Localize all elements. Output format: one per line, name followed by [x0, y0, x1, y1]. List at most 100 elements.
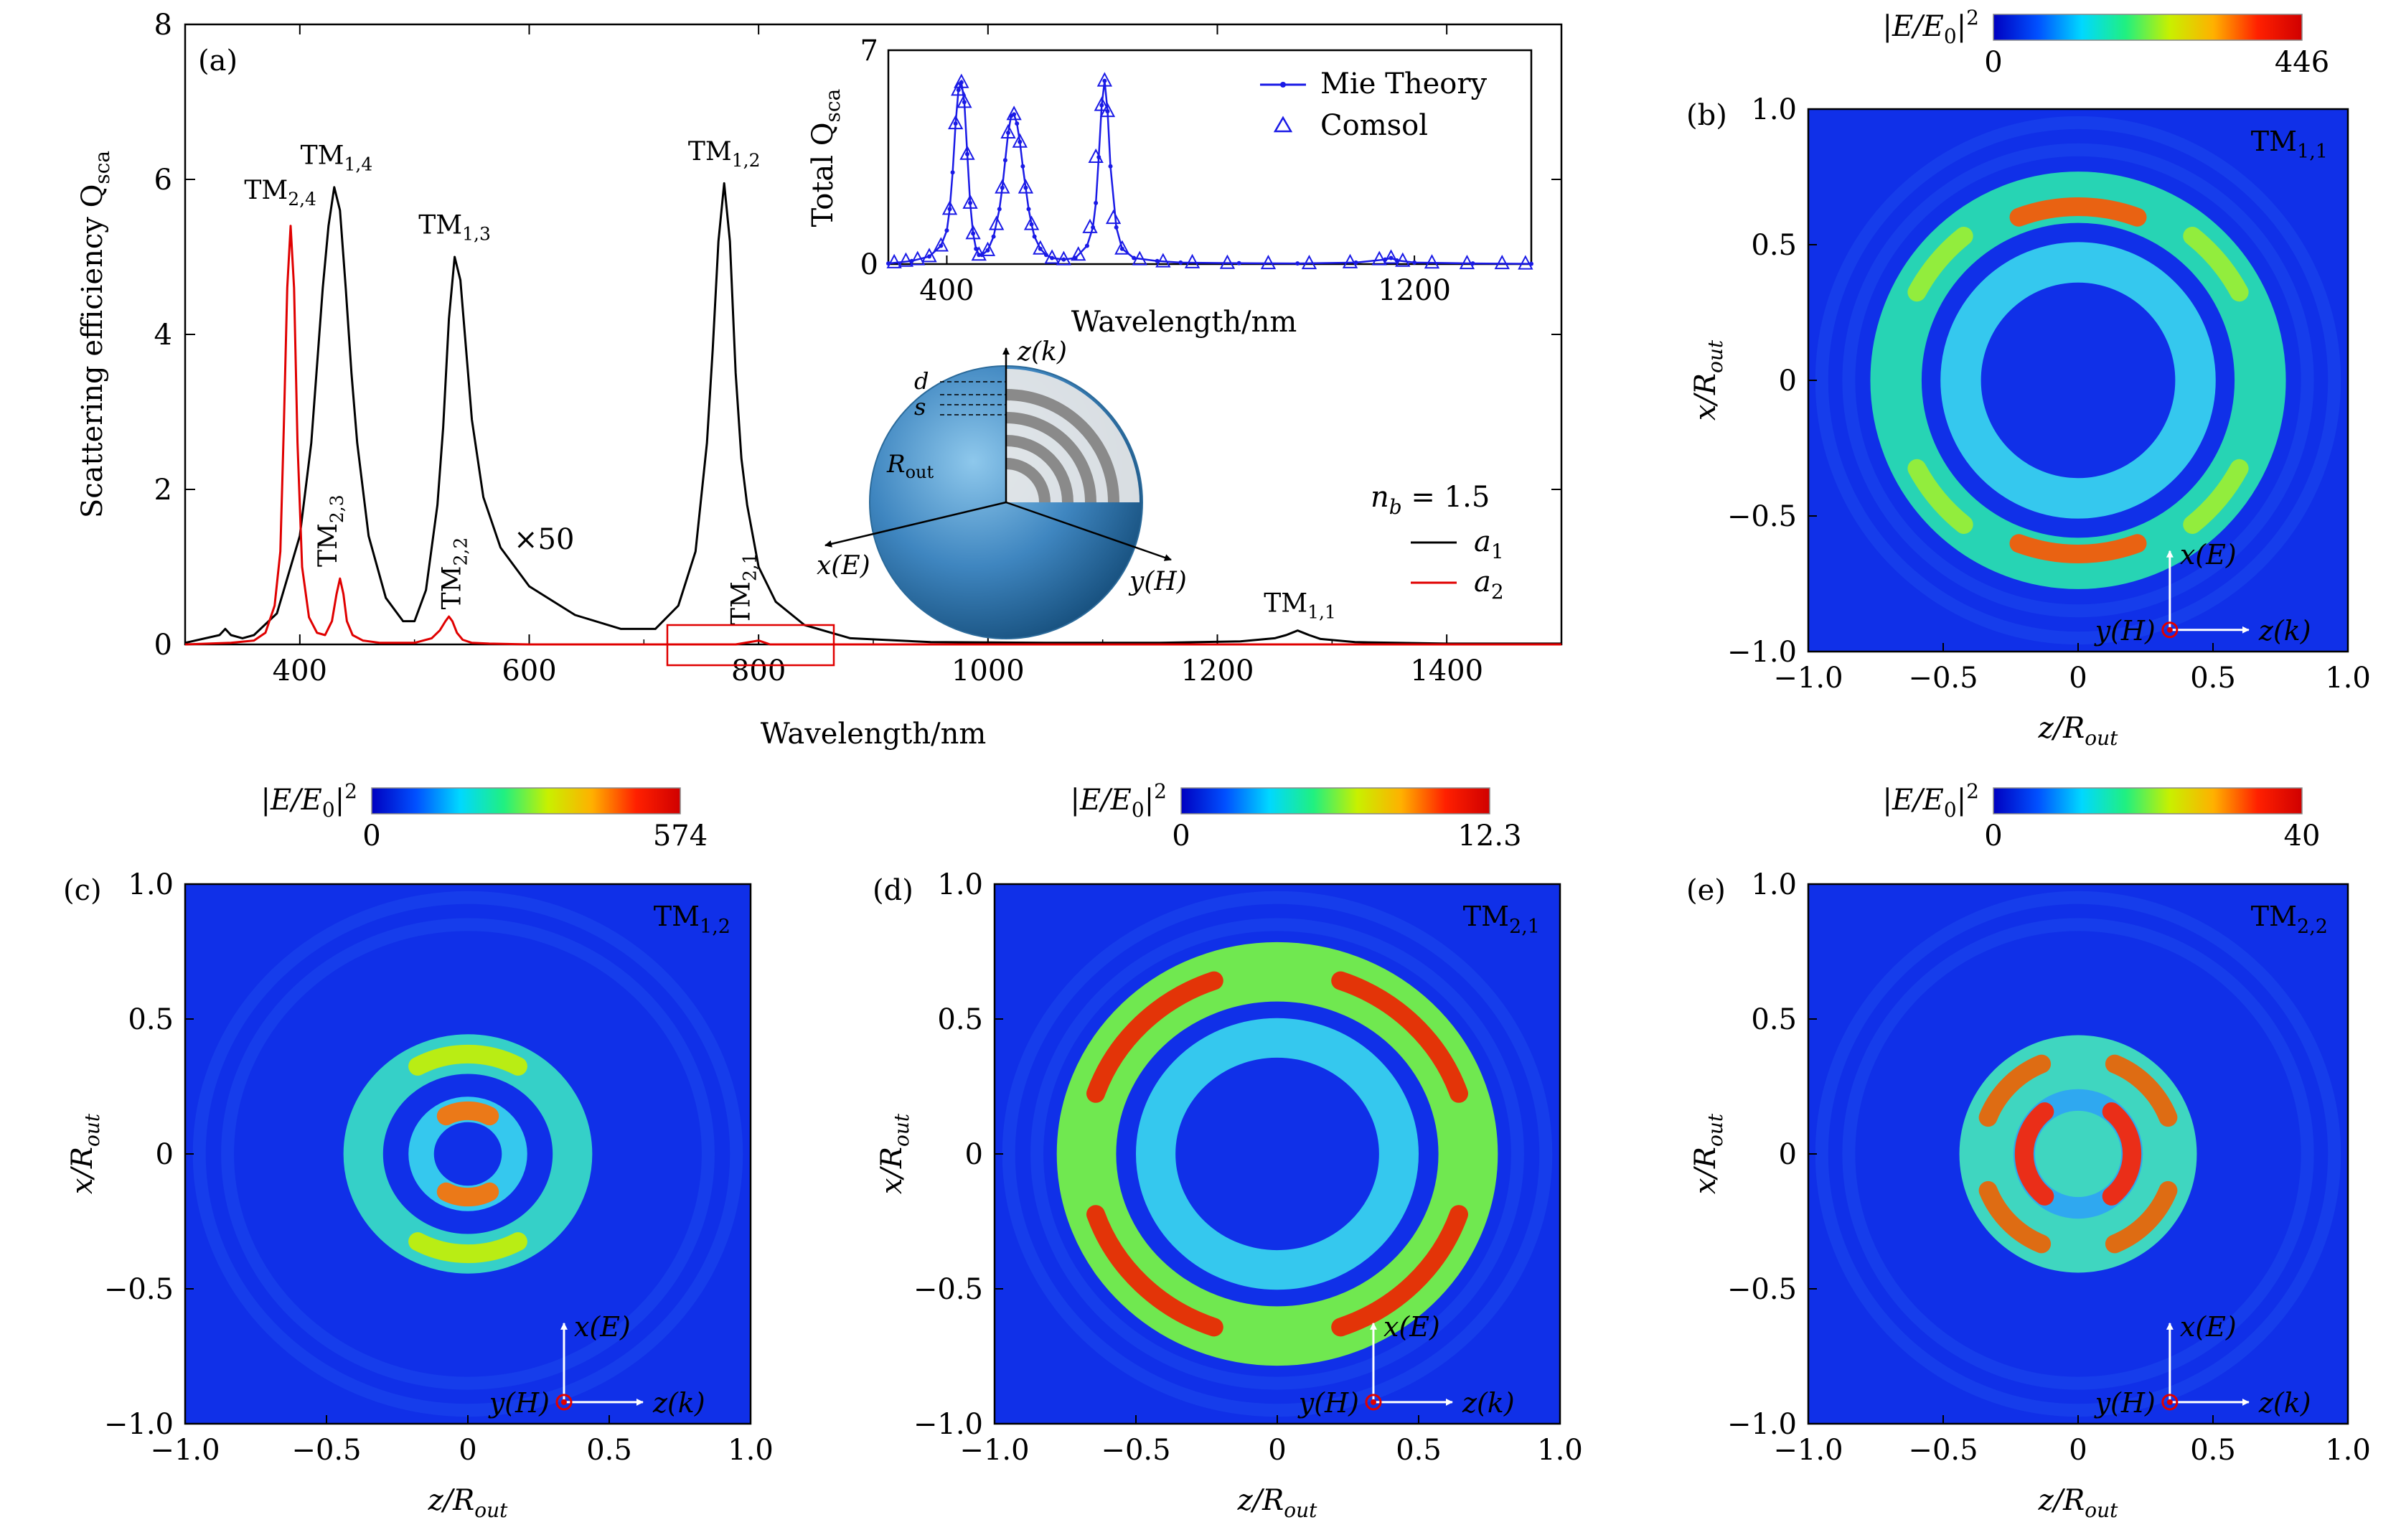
panel-d-xtick-label: −1.0 [959, 1434, 1029, 1467]
panel-e-dipole-dot [2166, 1399, 2173, 1405]
panel-c-ytick-label: −1.0 [104, 1408, 174, 1441]
panel-c-colorbar-min: 0 [362, 820, 380, 853]
panel-d-axis-x-label: x(E) [1383, 1311, 1440, 1343]
panel-b-hotspot [1907, 227, 1973, 302]
panel-b-hotspot [2009, 197, 2147, 227]
panel-e-axis-x-label: x(E) [2180, 1311, 2237, 1343]
comsol-point [1459, 255, 1475, 270]
mie-theory-point [927, 254, 932, 259]
mie-theory-point [971, 231, 976, 236]
panel-a-series [184, 182, 1561, 646]
panel-b-hotspot [2183, 227, 2249, 302]
inset-legend: Mie Theory Comsol [1260, 67, 1487, 142]
panel-d-colorbar [1180, 787, 1490, 814]
mie-theory-point [991, 234, 996, 239]
field-map-panels: −1.0−1.0−0.5−0.5000.50.51.01.0z/Routx/Ro… [63, 6, 2371, 1522]
mie-theory-point [1000, 185, 1005, 190]
panel-d-ring-1 [1056, 942, 1498, 1366]
schematic-label-z: z(k) [1017, 337, 1067, 367]
schematic-label-x: x(E) [817, 551, 870, 581]
inset-xtick-label: 1200 [1378, 274, 1451, 307]
mie-theory-point [968, 200, 973, 205]
comsol-point [1094, 96, 1109, 111]
inset-xtick-label: 400 [919, 274, 974, 307]
panel-d-ytick-label: −0.5 [913, 1273, 983, 1306]
a-xtick-label: 400 [273, 654, 327, 687]
sphere-schematic: z(k) x(E) y(H) d s Rout [817, 337, 1187, 639]
mie-theory-point [1050, 255, 1055, 260]
comsol-point [962, 194, 978, 209]
panel-b-axis-y-label: y(H) [2094, 615, 2156, 647]
panel-d-dipole-dot [1370, 1399, 1376, 1405]
comsol-point [989, 215, 1005, 230]
comsol-point [1012, 133, 1028, 148]
mie-theory-point [1389, 255, 1394, 260]
panel-e-hotspot [2105, 1180, 2178, 1254]
panel-d-field [995, 884, 1560, 1424]
mie-theory-point [1295, 261, 1300, 266]
panel-c-colorbar-max: 574 [653, 820, 708, 853]
sphere-cutaway-shell [1006, 369, 1140, 502]
panel-b-halo [1815, 116, 2341, 645]
panel-e-colorbar-label: |E/E0|2 [1883, 779, 1980, 822]
legend-comsol-marker [1273, 116, 1293, 133]
panel-a-ticks: 400 600 800 1000 1200 1400 0 2 4 6 8 [154, 9, 1562, 687]
sphere-shell-2 [1005, 412, 1096, 503]
a-ytick-label: 2 [154, 474, 172, 507]
panel-e-ytick-label: 0 [1779, 1138, 1797, 1171]
panel-b-xtick-label: −1.0 [1773, 662, 1843, 695]
comsol-point [1260, 255, 1277, 270]
panel-d-label: (d) [873, 874, 913, 907]
panel-e-ytick-label: −1.0 [1727, 1408, 1797, 1441]
mie-theory-point [1108, 164, 1113, 169]
panel-d-ytick-label: 1.0 [937, 868, 983, 901]
comsol-point [1219, 254, 1236, 269]
panel-a-highlight-box [666, 624, 835, 667]
comsol-point [886, 253, 902, 268]
comsol-point [1395, 252, 1411, 267]
mie-theory-point [997, 207, 1002, 212]
inset-ytick-label: 0 [860, 248, 878, 281]
panel-e-hotspot [2102, 1102, 2142, 1206]
comsol-point [1033, 240, 1048, 255]
panel-e-xtick-label: −1.0 [1773, 1434, 1843, 1467]
panel-b-ring-1 [1870, 172, 2286, 589]
inset-ticks: 400 1200 0 7 [860, 34, 1451, 307]
panel-e-dipole-marker [2161, 1394, 2179, 1411]
panel-e-ytick-label: −0.5 [1727, 1273, 1797, 1306]
panel-c-xtick-label: 0 [459, 1434, 476, 1467]
panel-c-xtick-label: 0.5 [586, 1434, 632, 1467]
legend-mie-marker [1280, 82, 1286, 88]
a-ytick-label: 6 [154, 164, 172, 197]
panel-d-ylabel: x/Rout [875, 1113, 913, 1194]
panel-d-xtick-label: −0.5 [1101, 1434, 1170, 1467]
comsol-point [1494, 255, 1510, 270]
panel-d-xtick-label: 0.5 [1396, 1434, 1442, 1467]
panel-d-hotspot [1086, 971, 1223, 1103]
panel-b-axis-z-label: z(k) [2258, 615, 2311, 647]
legend-comsol-label: Comsol [1320, 109, 1428, 142]
panel-c-ytick-label: 0 [156, 1138, 174, 1171]
panel-b-xtick-label: 0 [2069, 662, 2087, 695]
mie-theory-point [1005, 130, 1010, 135]
panel-c-ylabel: x/Rout [66, 1113, 104, 1194]
comsol-point [1114, 240, 1130, 255]
a-xtick-label: 1000 [952, 654, 1025, 687]
panel-e-colorbar-max: 40 [2284, 820, 2321, 853]
panel-d-halo [1030, 918, 1524, 1390]
comsol-point [1018, 179, 1034, 194]
panel-d-dipole-marker [1365, 1394, 1382, 1411]
mie-theory-point [1026, 207, 1031, 212]
panel-c-field [185, 884, 751, 1424]
comsol-point [1184, 253, 1200, 268]
panel-b-halo [1842, 143, 2314, 618]
annotation-TM2-1: TM2,1 [726, 553, 760, 625]
mie-theory-point [956, 88, 961, 93]
comsol-point [1023, 215, 1040, 230]
panel-b-xtick-label: 0.5 [2190, 662, 2236, 695]
annotation-TM2-3: TM2,3 [314, 494, 347, 567]
annotation-TM2-2: TM2,2 [438, 537, 471, 610]
panel-c-xtick-label: −0.5 [291, 1434, 361, 1467]
comsol-point [951, 81, 967, 96]
panel-e-xtick-label: 1.0 [2325, 1434, 2371, 1467]
